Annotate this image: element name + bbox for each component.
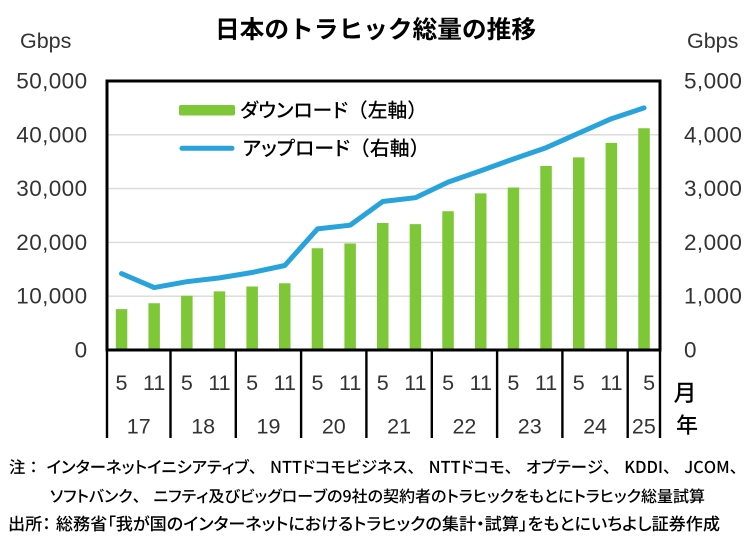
svg-text:10,000: 10,000 [16, 284, 87, 309]
svg-text:20,000: 20,000 [16, 230, 87, 255]
svg-text:11: 11 [600, 371, 622, 395]
svg-text:4,000: 4,000 [684, 122, 742, 147]
svg-text:5: 5 [643, 371, 655, 395]
svg-text:5: 5 [573, 371, 585, 395]
svg-text:22: 22 [452, 415, 476, 439]
svg-text:25: 25 [632, 415, 656, 439]
svg-text:11: 11 [143, 371, 165, 395]
svg-text:5: 5 [442, 371, 454, 395]
svg-text:18: 18 [191, 415, 215, 439]
svg-text:30,000: 30,000 [16, 176, 87, 201]
svg-text:24: 24 [583, 415, 607, 439]
svg-text:2,000: 2,000 [684, 230, 742, 255]
svg-text:5: 5 [377, 371, 389, 395]
svg-text:0: 0 [684, 338, 697, 363]
svg-text:Gbps: Gbps [20, 29, 71, 53]
svg-text:17: 17 [127, 415, 151, 439]
svg-text:11: 11 [404, 371, 426, 395]
svg-text:3,000: 3,000 [684, 176, 742, 201]
svg-text:5: 5 [507, 371, 519, 395]
svg-text:20: 20 [322, 415, 346, 439]
svg-text:11: 11 [470, 371, 492, 395]
svg-text:11: 11 [274, 371, 296, 395]
svg-text:19: 19 [257, 415, 281, 439]
svg-text:11: 11 [535, 371, 557, 395]
svg-text:11: 11 [208, 371, 230, 395]
svg-text:40,000: 40,000 [16, 122, 87, 147]
svg-text:21: 21 [387, 415, 411, 439]
svg-text:50,000: 50,000 [16, 69, 87, 94]
svg-text:5: 5 [311, 371, 323, 395]
svg-text:5: 5 [116, 371, 128, 395]
svg-text:1,000: 1,000 [684, 284, 742, 309]
svg-text:0: 0 [75, 338, 88, 363]
svg-text:5,000: 5,000 [684, 69, 742, 94]
svg-text:5: 5 [181, 371, 193, 395]
svg-text:11: 11 [339, 371, 361, 395]
svg-text:5: 5 [246, 371, 258, 395]
svg-text:Gbps: Gbps [687, 29, 738, 53]
svg-text:23: 23 [518, 415, 542, 439]
